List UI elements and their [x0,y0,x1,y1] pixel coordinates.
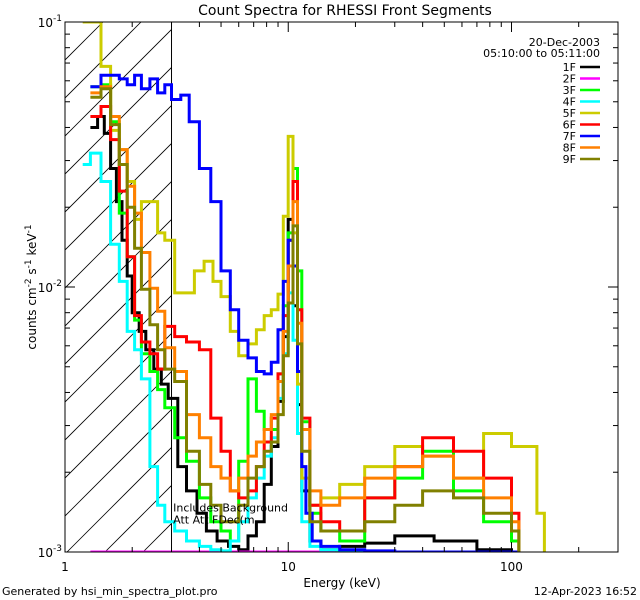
x-tick-label: 10 [281,560,296,574]
x-tick-label: 100 [500,560,523,574]
hatch-line [104,484,172,552]
time-range-text: 05:10:00 to 05:11:00 [483,47,600,60]
y-axis-label: counts cm-2 s-1 keV-1 [24,224,39,349]
legend-label: 6F [563,119,576,132]
series-9F [90,87,521,552]
annotation-line: Att Att FDec(m [173,514,255,527]
y-axis: 10-3 10-2 10-1 [38,14,618,560]
legend-label: 8F [563,142,576,155]
hatched-region [65,22,172,552]
annotation-line: Includes Background [173,502,288,515]
series-7F [90,73,519,552]
plot-frame [64,21,619,553]
y-tick-label: 10-3 [38,544,62,560]
y-tick-label: 10-2 [38,279,62,295]
legend-label: 3F [563,84,576,97]
timestamp-text: 12-Apr-2023 16:52 [534,585,637,598]
x-axis: 1 10 100 [61,22,619,574]
legend-label: 1F [563,61,576,74]
y-tick-label: 10-1 [38,14,62,30]
date-text: 20-Dec-2003 [529,36,600,49]
chart-title: Count Spectra for RHESSI Front Segments [198,3,492,19]
legend-label: 2F [563,73,576,86]
x-tick-label: 1 [61,560,69,574]
hatch-line [65,104,172,213]
hatch-line [65,218,172,327]
legend-label: 4F [563,96,576,109]
legend-label: 7F [563,130,576,143]
series-4F [82,151,519,552]
series-group [82,22,546,552]
legend-label: 9F [563,153,576,166]
generator-text: Generated by hsi_min_spectra_plot.pro [2,585,218,598]
legend-label: 5F [563,107,576,120]
hatch-line [65,28,172,137]
hatch-line [65,66,172,175]
hatch-line [65,408,172,517]
x-axis-label: Energy (keV) [303,576,380,590]
hatch-line [65,370,172,479]
series-5F [82,22,546,552]
hatch-line [66,446,172,552]
